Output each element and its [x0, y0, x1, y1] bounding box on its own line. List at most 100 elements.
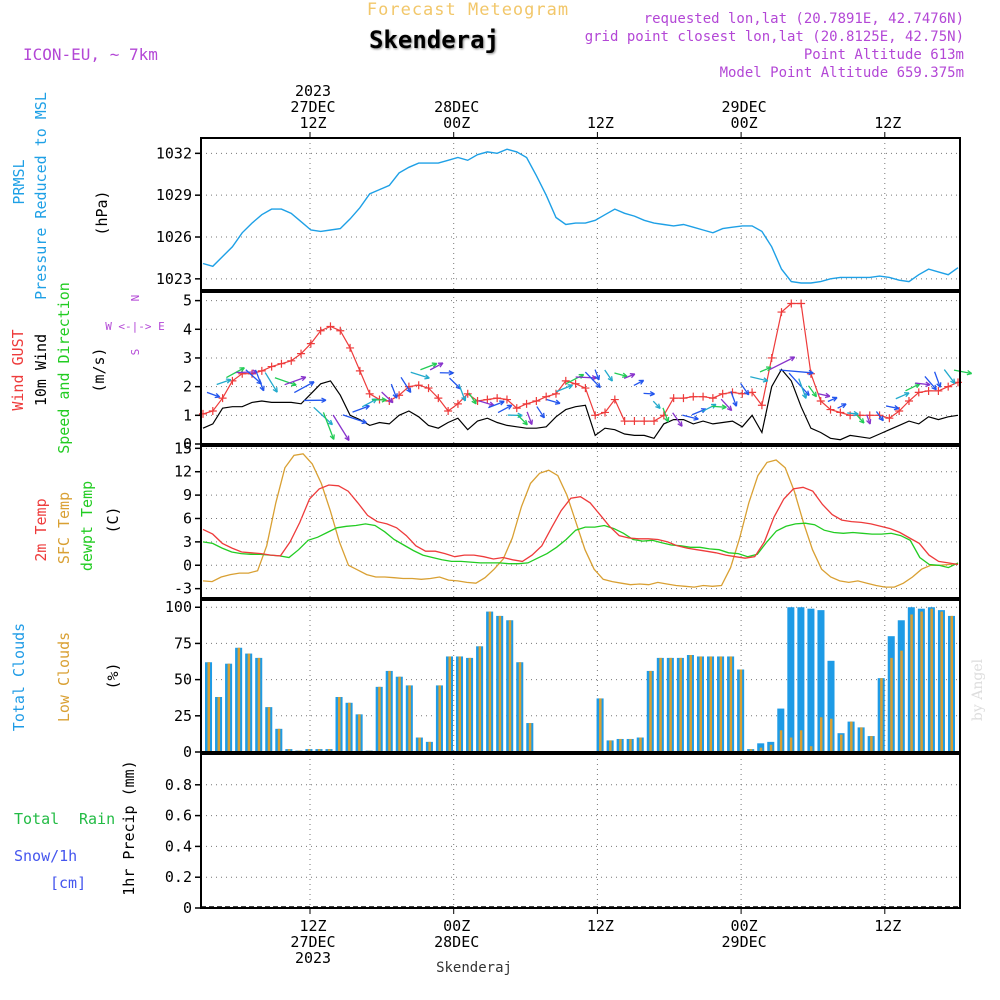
gust-marker [414, 381, 423, 390]
xtick-label-bottom: 29DEC [722, 933, 767, 951]
wind-arrow-head [866, 419, 872, 425]
wind-arrow [381, 391, 394, 404]
low-cloud-bar [679, 657, 682, 752]
wind-arrow [623, 373, 636, 379]
low-cloud-bar [629, 738, 632, 752]
wind-arrow [827, 396, 838, 403]
wind-arrow [245, 369, 262, 385]
xtick-label-bottom: 28DEC [434, 933, 479, 951]
xtick-label-bottom: 00Z [443, 917, 470, 935]
wind-arrow [575, 376, 597, 379]
wind-arrow-head [649, 390, 655, 397]
low-cloud-bar [840, 734, 843, 752]
wind-arrow [818, 393, 831, 397]
compass-we: W <-|-> E [105, 320, 165, 333]
low-cloud-bar [398, 676, 401, 752]
wind-arrow-head [824, 392, 831, 399]
temp-2m-line [202, 484, 959, 566]
wind-arrow-head [471, 398, 477, 405]
low-cloud-bar [237, 647, 241, 752]
low-cloud-bar [850, 721, 853, 752]
gust-marker [757, 401, 766, 410]
ytick-label: 1 [183, 406, 192, 424]
wind-arrow-head [801, 393, 808, 399]
wind-arrow [905, 383, 921, 392]
wind-arrow [565, 373, 584, 385]
xtick-label-bottom: 27DEC [290, 933, 335, 951]
wind-arrow [652, 400, 661, 409]
wind-arrow-head [765, 366, 772, 372]
gust-marker [346, 343, 355, 352]
wind-arrow [536, 406, 545, 419]
wind-arrow [342, 414, 367, 424]
wind-arrow [847, 412, 859, 415]
low-cloud-bar [317, 749, 321, 752]
low-cloud-bar [789, 737, 793, 752]
wind-arrow-head [893, 405, 900, 411]
gust-marker [689, 392, 698, 401]
wind-arrow-head [595, 382, 601, 389]
wind-arrow [750, 376, 768, 382]
gust-marker [904, 396, 913, 405]
low-cloud-bar [900, 650, 903, 752]
gust-marker [502, 395, 511, 404]
ytick-label: 6 [183, 509, 192, 527]
model-name: ICON-EU, ~ 7km [23, 45, 158, 64]
total-cloud-bar [757, 743, 765, 752]
low-cloud-bar [348, 702, 351, 752]
gust-marker [718, 389, 727, 398]
low-cloud-bar [890, 657, 893, 752]
wind-arrow [662, 407, 669, 423]
low-cloud-bar [639, 737, 642, 752]
wind-arrow-head [721, 404, 727, 410]
low-cloud-bar [378, 686, 381, 752]
low-cloud-bar [247, 653, 251, 752]
wind-arrow-head [832, 396, 838, 402]
wind-arrow-head [387, 397, 394, 404]
low-cloud-bar [870, 736, 873, 752]
gridpoint-lonlat: grid point closest lon,lat (20.8125E, 42… [585, 29, 964, 45]
wind-arrow-head [499, 400, 505, 406]
temp-unit: (C) [104, 506, 122, 533]
wind-arrow-head [539, 412, 545, 419]
wind-arrow-head [594, 374, 601, 381]
low-cloud-bar [227, 663, 231, 752]
gust-marker [934, 386, 943, 395]
wind-arrow-head [950, 378, 956, 385]
low-cloud-bar [498, 615, 502, 752]
low-cloud-bar [418, 737, 421, 752]
model-altitude: Model Point Altitude 659.375m [720, 65, 964, 81]
wind-arrow [390, 383, 398, 399]
wind-arrow [274, 377, 297, 386]
wind-arrow-head [321, 397, 327, 403]
wind-arrow [875, 411, 884, 422]
compass-n: N [129, 295, 142, 302]
data-layer [199, 148, 973, 908]
gust-marker [826, 405, 835, 414]
low-cloud-bar [809, 746, 813, 752]
wind-arrow [264, 372, 278, 393]
ytick-label: 0.8 [165, 776, 192, 794]
wind-arrow [643, 392, 655, 395]
gust-marker [924, 386, 933, 395]
low-cloud-bar [458, 656, 462, 752]
wind-arrow-head [461, 395, 467, 402]
gust-marker [306, 339, 315, 348]
wind-arrow [410, 371, 430, 379]
precip-snow-unit: [cm] [50, 874, 86, 892]
gust-marker [699, 392, 708, 401]
low-cloud-bar [930, 608, 933, 752]
gust-marker [659, 411, 668, 420]
gust-marker [561, 376, 570, 385]
low-cloud-bar [940, 611, 943, 752]
total-cloud-bar [807, 608, 815, 752]
wind-arrow [584, 371, 601, 388]
gust-marker [836, 408, 845, 417]
wind-arrow [779, 369, 814, 374]
low-cloud-bar [659, 657, 662, 752]
wind-10m-line [202, 368, 959, 441]
ytick-label: 12 [174, 463, 192, 481]
gust-marker [542, 392, 551, 401]
wind-arrow [468, 392, 477, 405]
watermark: by Angel [970, 658, 986, 721]
